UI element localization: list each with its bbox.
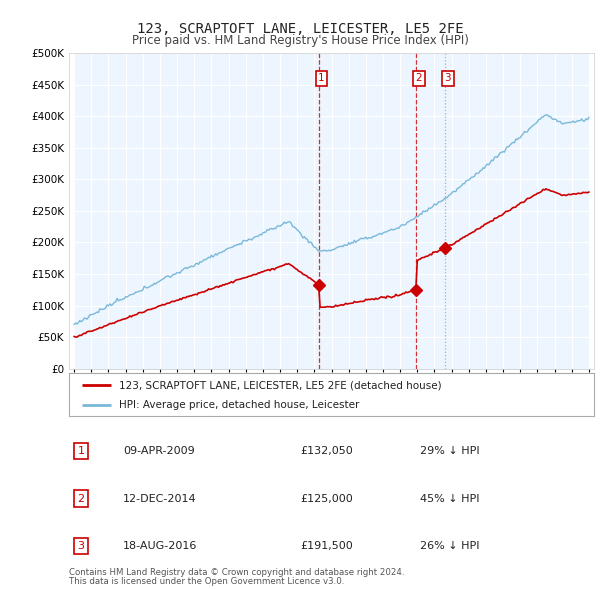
Text: 3: 3 <box>445 73 451 83</box>
Text: £132,050: £132,050 <box>300 447 353 456</box>
Text: 12-DEC-2014: 12-DEC-2014 <box>123 494 197 503</box>
Text: 2: 2 <box>77 494 85 503</box>
Text: Contains HM Land Registry data © Crown copyright and database right 2024.: Contains HM Land Registry data © Crown c… <box>69 568 404 576</box>
Text: 29% ↓ HPI: 29% ↓ HPI <box>420 447 479 456</box>
Text: 26% ↓ HPI: 26% ↓ HPI <box>420 541 479 550</box>
Text: 1: 1 <box>318 73 325 83</box>
Text: 1: 1 <box>77 447 85 456</box>
Text: 123, SCRAPTOFT LANE, LEICESTER, LE5 2FE: 123, SCRAPTOFT LANE, LEICESTER, LE5 2FE <box>137 22 463 37</box>
Text: 18-AUG-2016: 18-AUG-2016 <box>123 541 197 550</box>
Text: 123, SCRAPTOFT LANE, LEICESTER, LE5 2FE (detached house): 123, SCRAPTOFT LANE, LEICESTER, LE5 2FE … <box>119 381 442 391</box>
Text: 2: 2 <box>416 73 422 83</box>
Text: This data is licensed under the Open Government Licence v3.0.: This data is licensed under the Open Gov… <box>69 577 344 586</box>
Text: 3: 3 <box>77 541 85 550</box>
Text: HPI: Average price, detached house, Leicester: HPI: Average price, detached house, Leic… <box>119 401 359 410</box>
Text: Price paid vs. HM Land Registry's House Price Index (HPI): Price paid vs. HM Land Registry's House … <box>131 34 469 47</box>
Text: 09-APR-2009: 09-APR-2009 <box>123 447 195 456</box>
Text: £191,500: £191,500 <box>300 541 353 550</box>
Text: 45% ↓ HPI: 45% ↓ HPI <box>420 494 479 503</box>
Text: £125,000: £125,000 <box>300 494 353 503</box>
